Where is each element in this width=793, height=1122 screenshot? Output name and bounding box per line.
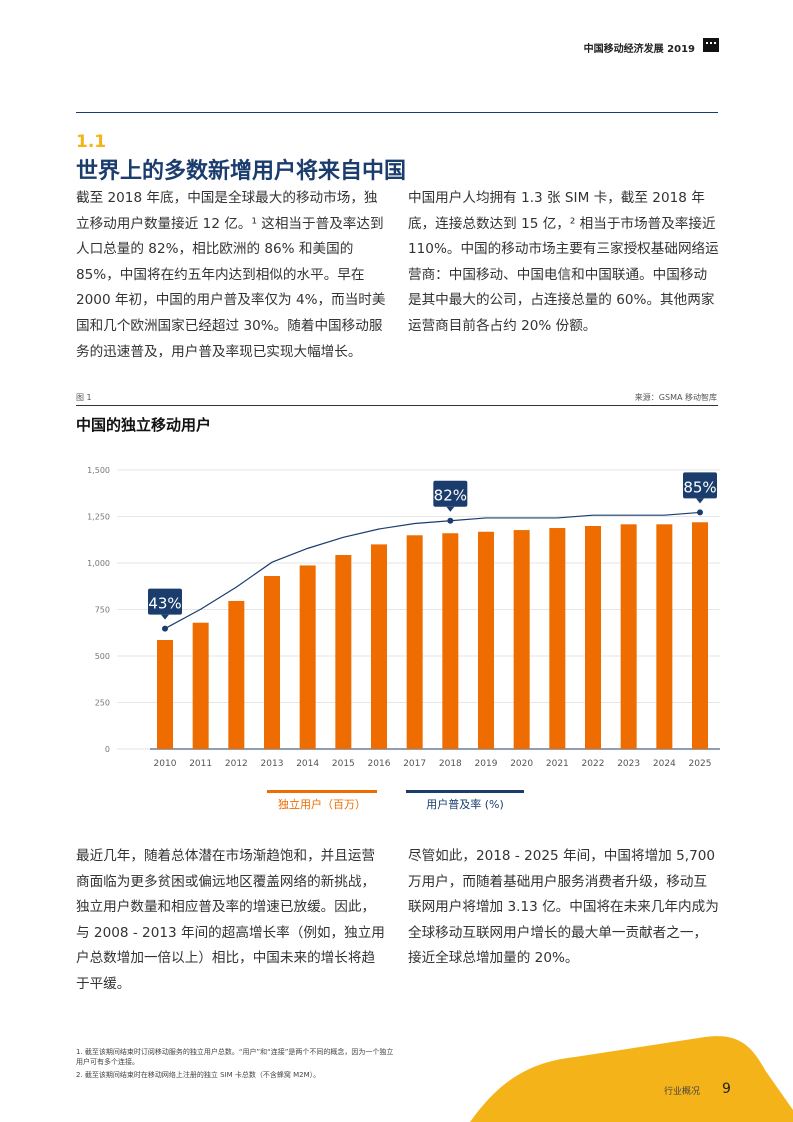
bar	[620, 524, 637, 749]
legend-label-users: 独立用户（百万）	[278, 798, 366, 811]
y-tick-label: 0	[105, 745, 110, 754]
x-tick-label: 2016	[368, 759, 391, 769]
callout-pointer	[696, 498, 704, 504]
x-tick-label: 2019	[475, 759, 498, 769]
section-title: 世界上的多数新增用户将来自中国	[76, 159, 407, 184]
x-tick-label: 2015	[332, 759, 355, 769]
penetration-line	[164, 511, 701, 630]
bar	[406, 535, 423, 749]
footer-section: 行业概况	[664, 1087, 701, 1097]
x-tick-label: 2014	[296, 759, 319, 769]
penetration-point	[697, 509, 703, 516]
bar	[513, 530, 530, 749]
callout-box	[683, 472, 717, 499]
bar	[157, 640, 173, 749]
header-title: 中国移动经济发展 2019	[583, 44, 695, 55]
header-divider	[76, 112, 718, 113]
x-tick-label: 2025	[689, 759, 712, 769]
x-tick-label: 2018	[439, 759, 462, 769]
callout-label: 85%	[683, 478, 716, 496]
bar	[299, 565, 316, 749]
bar	[228, 600, 245, 749]
bar	[192, 622, 209, 749]
y-tick-label: 500	[95, 652, 110, 661]
penetration-point	[447, 517, 454, 524]
figure-source: 来源：GSMA 移动智库	[634, 393, 717, 402]
callout-pointer	[446, 506, 455, 512]
intro-right-paragraph: 中国用户人均拥有 1.3 张 SIM 卡，截至 2018 年底，连接总数达到 1…	[408, 190, 719, 334]
body-right-paragraph: 尽管如此，2018 - 2025 年间，中国将增加 5,700 万用户，而随着基…	[408, 848, 719, 967]
y-tick-label: 1,500	[87, 466, 110, 475]
page-number: 9	[722, 1081, 731, 1097]
body-left-paragraph: 最近几年，随着总体潜在市场渐趋饱和，并且运营商面临为更多贫困或偏远地区覆盖网络的…	[76, 848, 385, 992]
figure-divider	[76, 405, 718, 406]
x-tick-label: 2012	[225, 759, 248, 769]
bar	[585, 525, 601, 749]
x-tick-label: 2017	[403, 759, 426, 769]
footnote-1: 1. 截至该期间结束时订阅移动服务的独立用户总数。“用户”和“连接”是两个不同的…	[76, 1048, 394, 1066]
bar	[692, 522, 708, 749]
y-tick-label: 250	[95, 699, 110, 708]
bar	[442, 533, 459, 749]
x-tick-label: 2013	[261, 759, 284, 769]
x-tick-label: 2024	[653, 759, 676, 769]
x-tick-label: 2010	[154, 759, 177, 769]
chart-title: 中国的独立移动用户	[76, 416, 212, 434]
x-tick-label: 2020	[510, 759, 533, 769]
bar	[264, 576, 280, 749]
x-tick-label: 2022	[582, 759, 605, 769]
footnote-2: 2. 截至该期间结束时在移动网络上注册的独立 SIM 卡总数（不含蜂窝 M2M）…	[76, 1071, 321, 1079]
callout-box	[433, 480, 468, 507]
intro-left-paragraph: 截至 2018 年底，中国是全球最大的移动市场，独立移动用户数量接近 12 亿。…	[76, 190, 386, 360]
y-tick-label: 1,250	[87, 513, 110, 522]
legend-swatch-penetration	[406, 790, 524, 793]
bar	[549, 528, 566, 749]
gsma-logo	[703, 38, 719, 52]
section-number: 1.1	[76, 132, 107, 152]
x-tick-label: 2021	[546, 759, 569, 769]
bar	[656, 524, 673, 749]
callout-box	[148, 588, 182, 615]
penetration-point	[162, 625, 168, 632]
bar	[335, 555, 352, 749]
bar	[478, 531, 494, 749]
callout-label: 82%	[434, 487, 467, 505]
y-tick-label: 750	[95, 606, 110, 615]
callout-label: 43%	[148, 595, 181, 613]
yellow-corner-shape	[470, 1036, 793, 1122]
callout-pointer	[161, 614, 169, 620]
bar	[371, 544, 387, 749]
figure-label: 图 1	[76, 393, 92, 402]
y-tick-label: 1,000	[87, 559, 110, 568]
x-tick-label: 2011	[189, 759, 212, 769]
legend-swatch-users	[267, 790, 377, 793]
x-tick-label: 2023	[617, 759, 640, 769]
chart: 0 250 500 750 1,000 1,250 1,500 2010 2011 2012 201…	[87, 466, 720, 769]
legend-label-penetration: 用户普及率 (%)	[426, 798, 504, 811]
